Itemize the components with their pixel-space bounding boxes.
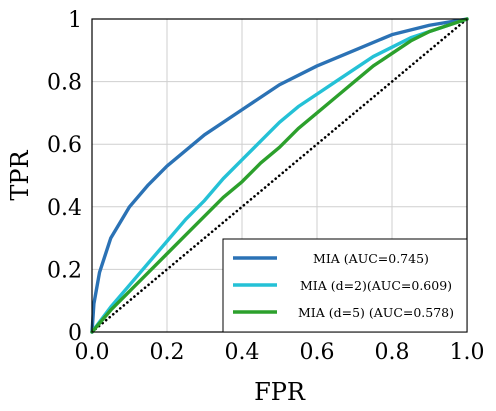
y-tick-label: 0.4 [47, 196, 82, 221]
y-axis-label: TPR [6, 149, 34, 200]
series-line-2 [90, 17, 469, 334]
series-line-0 [90, 17, 469, 334]
legend-label: MIA (d=2)(AUC=0.609) [300, 278, 452, 293]
y-tick-label: 0.8 [47, 71, 82, 96]
x-axis-label: FPR [254, 378, 306, 406]
legend-label: MIA (AUC=0.745) [313, 251, 429, 266]
series-layer [90, 17, 469, 334]
legend-label: MIA (d=5) (AUC=0.578) [298, 305, 454, 320]
y-tick-label: 1 [68, 8, 82, 33]
x-tick-label: 0.4 [225, 340, 260, 365]
tick-labels: 0.0 0.2 0.4 0.6 0.8 1.0 0 0.2 0.4 0.6 0.8 1 [47, 8, 485, 365]
x-tick-label: 1.0 [450, 340, 485, 365]
y-tick-label: 0.2 [47, 258, 82, 283]
series-line-1 [90, 17, 469, 334]
x-tick-label: 0.2 [150, 340, 185, 365]
x-tick-label: 0.6 [300, 340, 335, 365]
diagonal-reference-line [90, 17, 469, 334]
legend: MIA (AUC=0.745) MIA (d=2)(AUC=0.609) MIA (… [222, 238, 468, 333]
y-tick-label: 0.6 [47, 133, 82, 158]
y-tick-label: 0 [68, 321, 82, 346]
x-tick-label: 0.8 [375, 340, 410, 365]
x-tick-label: 0.0 [75, 340, 110, 365]
